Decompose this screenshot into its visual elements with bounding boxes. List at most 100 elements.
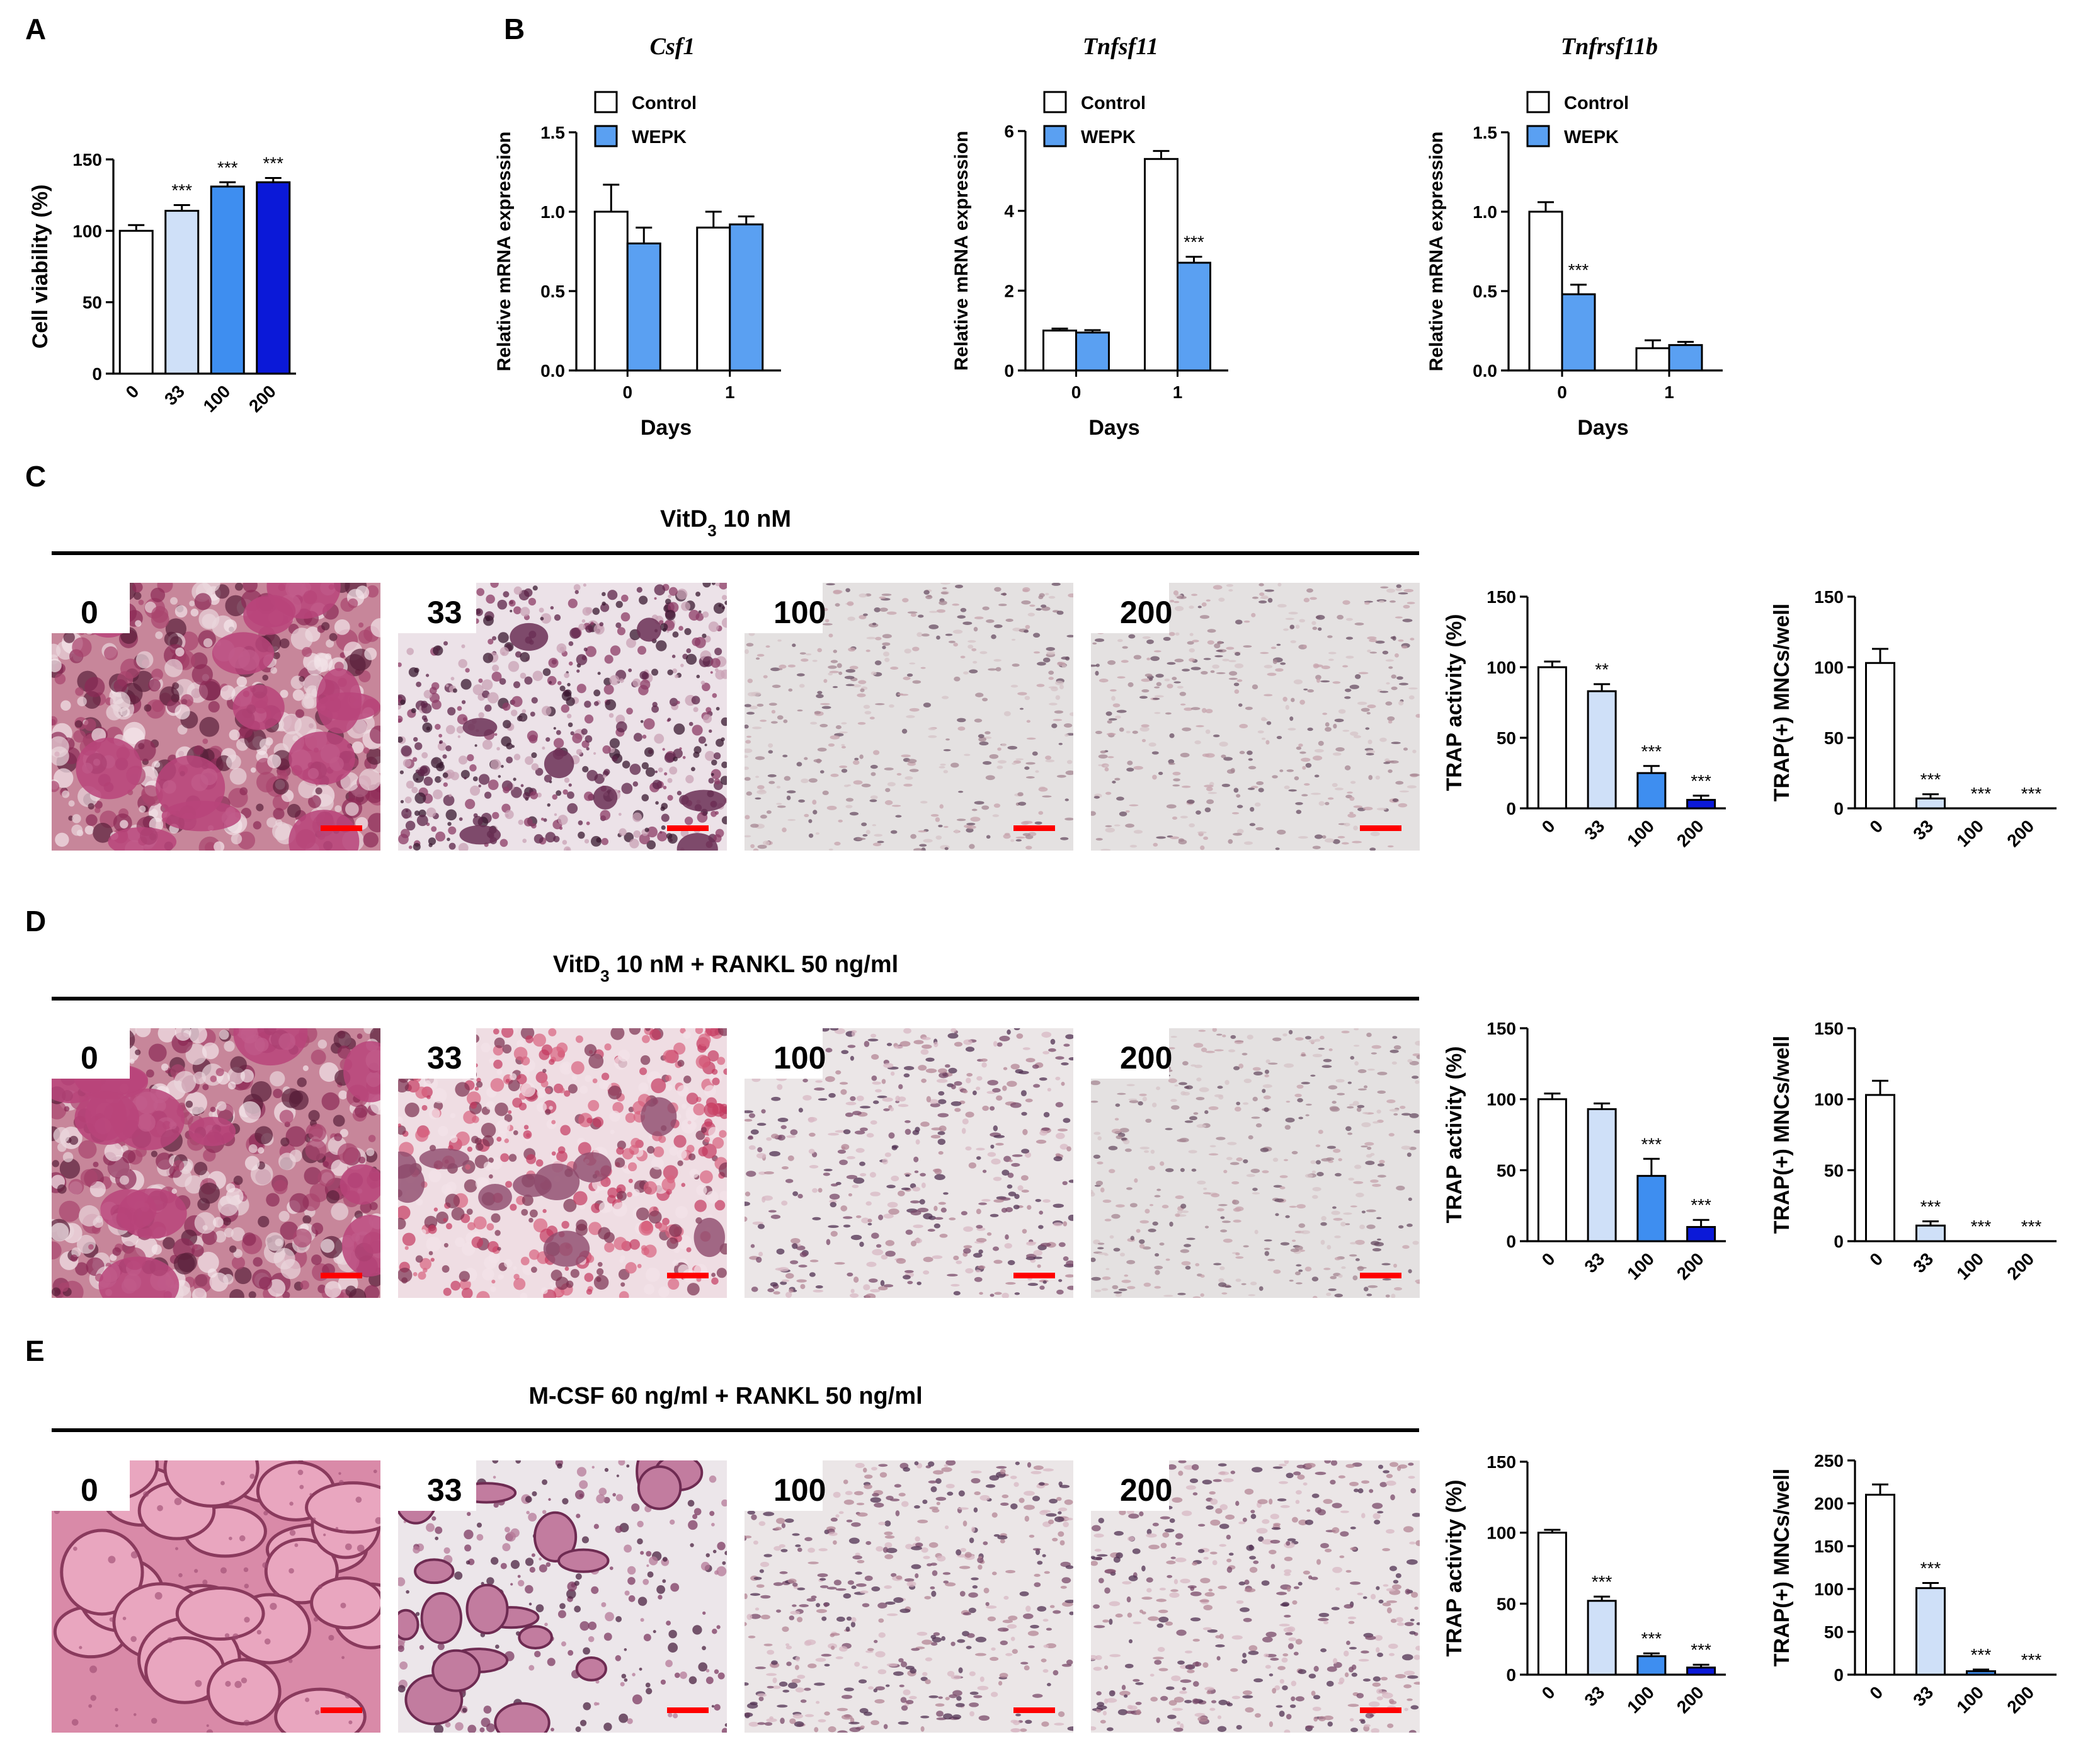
cell [645,1028,651,1031]
cell [956,1695,962,1701]
cell [443,1547,450,1554]
cell [482,653,494,663]
cell [1001,1169,1010,1176]
cell [603,684,614,695]
cell [1390,636,1396,639]
cell [1022,589,1029,592]
cell [104,1142,123,1162]
cell [619,1258,624,1263]
cell [680,829,689,837]
cell [549,680,552,684]
cell [86,814,98,826]
cell [787,664,796,668]
cell [781,1166,789,1170]
cell [990,1144,995,1149]
cell [627,1718,633,1724]
cell [205,842,216,851]
cell [545,737,551,742]
cell [638,1082,649,1093]
cell [646,840,656,850]
cell [559,826,563,830]
cell [1332,681,1341,684]
cell [1129,1203,1138,1208]
cell [1154,686,1160,689]
cell [668,1278,680,1290]
cell [287,803,301,818]
cell [1151,751,1159,755]
cell [368,1135,376,1142]
cell [1267,1259,1275,1261]
cell [746,1614,753,1620]
cell [760,815,767,819]
cell [1267,672,1277,676]
cell [138,599,144,605]
cell [910,1200,920,1204]
cell [1041,604,1047,608]
cell [292,689,304,701]
cell [530,791,539,800]
cell [573,1191,588,1206]
cell [603,1496,610,1504]
cell [499,646,510,657]
cell [551,1151,556,1156]
cell [640,1551,644,1555]
cell [1093,796,1100,799]
cell [478,774,490,785]
cell [1263,1095,1271,1099]
cell [866,1261,877,1267]
cell [746,711,755,715]
cell [724,1551,727,1556]
cell [719,583,727,590]
cell [1201,1047,1207,1052]
cell [915,1536,920,1542]
cell [1223,1169,1228,1174]
cell [857,693,866,697]
nucleus [338,1472,341,1475]
cell [710,671,713,674]
cell [672,668,677,674]
cell [1280,662,1286,665]
cell [358,1156,366,1164]
cell [1376,1217,1382,1220]
osteoclast [188,1116,236,1147]
cell [430,1258,435,1262]
cell [1320,1035,1325,1040]
cell [921,1182,926,1188]
nucleus [328,1634,334,1641]
cell [348,598,358,609]
cell [975,1636,987,1643]
cell [542,1510,547,1515]
nucleus [241,1677,248,1683]
cell [1128,634,1136,639]
cell [1188,1150,1197,1154]
cell [1093,1132,1101,1135]
cell [661,1178,676,1192]
cell [448,794,452,798]
cell [481,1042,491,1053]
cell [465,1560,471,1565]
cell [1379,691,1389,693]
cell [841,745,847,748]
cell [1334,1293,1343,1298]
cell [568,599,578,609]
cell [1350,731,1359,736]
cell [458,755,468,765]
cell [616,1147,624,1155]
cell [786,795,791,801]
cell [591,1203,602,1213]
cell [930,1642,938,1646]
cell [1264,665,1273,668]
cell [364,647,377,660]
cell [457,735,460,738]
cell [778,668,783,670]
cell [1197,1180,1206,1185]
cell [1171,1105,1180,1110]
cell [1182,668,1190,672]
cell [890,666,899,670]
cell [1352,840,1362,844]
cell [233,1176,243,1185]
cell [1283,1159,1289,1161]
cell [711,1273,716,1277]
cell [620,1282,625,1287]
